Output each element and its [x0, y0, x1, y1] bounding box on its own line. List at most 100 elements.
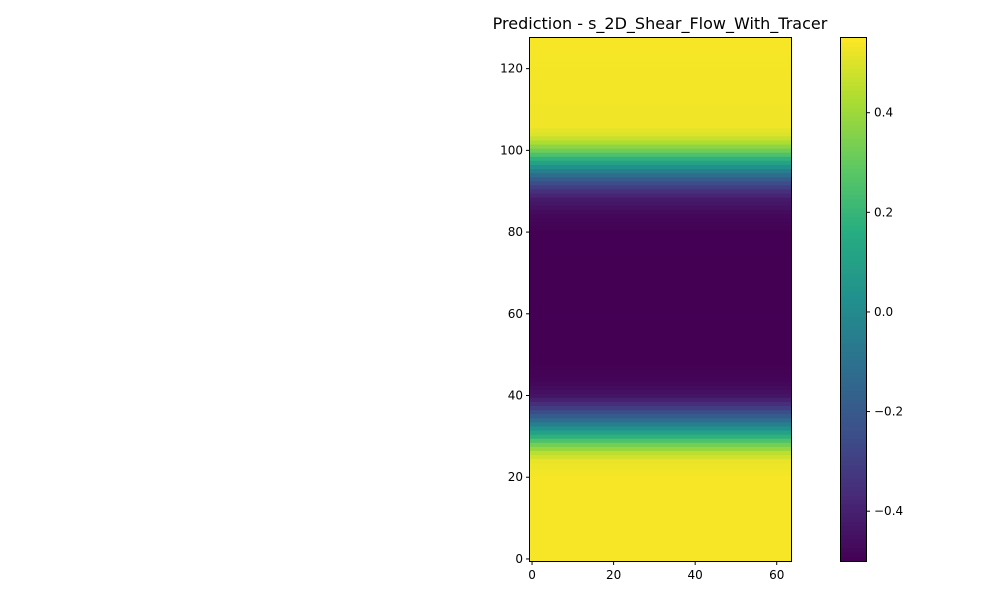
colorbar-segment — [841, 473, 866, 479]
heatmap-row — [530, 405, 791, 411]
colorbar-segment — [841, 351, 866, 357]
heatmap-row — [530, 319, 791, 325]
colorbar-segment — [841, 504, 866, 509]
heatmap-row — [530, 135, 791, 141]
plot-frame — [529, 37, 792, 562]
colorbar-segment — [841, 94, 866, 100]
heatmap-row — [530, 192, 791, 198]
heatmap-row — [530, 54, 791, 59]
colorbar-segment — [841, 303, 866, 309]
colorbar-segment — [841, 220, 866, 226]
colorbar-segment — [841, 525, 866, 531]
colorbar-segment — [841, 425, 866, 431]
colorbar-segment — [841, 438, 866, 444]
colorbar-segment — [841, 551, 866, 557]
colorbar-segment — [841, 342, 866, 348]
colorbar-segment — [841, 408, 866, 414]
heatmap-row — [530, 37, 791, 43]
y-tick-label: 100 — [500, 143, 523, 157]
heatmap-row — [530, 446, 791, 451]
y-tick-label: 80 — [508, 225, 523, 239]
heatmap-row — [530, 107, 791, 112]
heatmap-row — [530, 331, 791, 337]
colorbar-segment — [841, 216, 866, 222]
heatmap-row — [530, 94, 791, 100]
heatmap-row — [530, 205, 791, 210]
colorbar-segment — [841, 81, 866, 87]
heatmap-row — [530, 307, 791, 313]
colorbar-segment — [841, 416, 866, 422]
heatmap-row — [530, 372, 791, 378]
heatmap-row — [530, 49, 791, 55]
colorbar-segment — [841, 59, 866, 65]
heatmap-row — [530, 352, 791, 358]
heatmap-row — [530, 82, 791, 88]
heatmap — [530, 37, 791, 562]
heatmap-row — [530, 45, 791, 51]
heatmap-row — [530, 470, 791, 476]
colorbar-segment — [841, 377, 866, 383]
heatmap-row — [530, 168, 791, 174]
heatmap-row — [530, 356, 791, 362]
heatmap-row — [530, 360, 791, 366]
heatmap-row — [530, 315, 791, 321]
colorbar-segment — [841, 68, 866, 74]
y-axis: 0 20 40 60 80 100 120 — [500, 62, 530, 566]
colorbar-segment — [841, 477, 866, 483]
heatmap-row — [530, 70, 791, 76]
colorbar-segment — [841, 72, 866, 78]
colorbar-segment — [841, 146, 866, 152]
heatmap-row — [530, 237, 791, 243]
heatmap-row — [530, 303, 791, 308]
colorbar-segment — [841, 85, 866, 91]
heatmap-row — [530, 438, 791, 443]
heatmap-row — [530, 160, 791, 165]
heatmap-row — [530, 152, 791, 157]
heatmap-row — [530, 323, 791, 329]
heatmap-row — [530, 74, 791, 80]
colorbar-segment — [841, 464, 866, 470]
y-tick-label: 60 — [508, 307, 523, 321]
colorbar-segment — [841, 334, 866, 340]
heatmap-row — [530, 532, 791, 537]
heatmap-row — [530, 274, 791, 280]
colorbar-segment — [841, 307, 866, 313]
heatmap-row — [530, 474, 791, 480]
colorbar-segment — [841, 190, 866, 196]
heatmap-row — [530, 246, 791, 251]
colorbar-segment — [841, 177, 866, 183]
heatmap-row — [530, 368, 791, 374]
colorbar-segment — [841, 325, 866, 331]
colorbar-tick-label: 0.0 — [874, 305, 893, 319]
colorbar-segment — [841, 399, 866, 405]
colorbar — [841, 37, 866, 562]
heatmap-row — [530, 466, 791, 472]
heatmap-row — [530, 119, 791, 125]
heatmap-row — [530, 335, 791, 341]
heatmap-row — [530, 499, 791, 505]
heatmap-row — [530, 450, 791, 456]
colorbar-segment — [841, 347, 866, 353]
heatmap-row — [530, 389, 791, 394]
colorbar-segment — [841, 42, 866, 48]
colorbar-segment — [841, 151, 866, 156]
colorbar-segment — [841, 390, 866, 396]
colorbar-segment — [841, 460, 866, 466]
heatmap-row — [530, 299, 791, 304]
colorbar-segment — [841, 159, 866, 165]
heatmap-row — [530, 250, 791, 255]
colorbar-segment — [841, 382, 866, 387]
colorbar-segment — [841, 482, 866, 488]
colorbar-segment — [841, 312, 866, 318]
colorbar-segment — [841, 98, 866, 104]
colorbar-segment — [841, 421, 866, 427]
colorbar-segment — [841, 155, 866, 161]
colorbar-segment — [841, 290, 866, 296]
heatmap-row — [530, 201, 791, 206]
colorbar-segment — [841, 251, 866, 257]
heatmap-row — [530, 417, 791, 423]
heatmap-row — [530, 188, 791, 194]
heatmap-row — [530, 98, 791, 104]
heatmap-row — [530, 115, 791, 121]
colorbar-segment — [841, 233, 866, 239]
